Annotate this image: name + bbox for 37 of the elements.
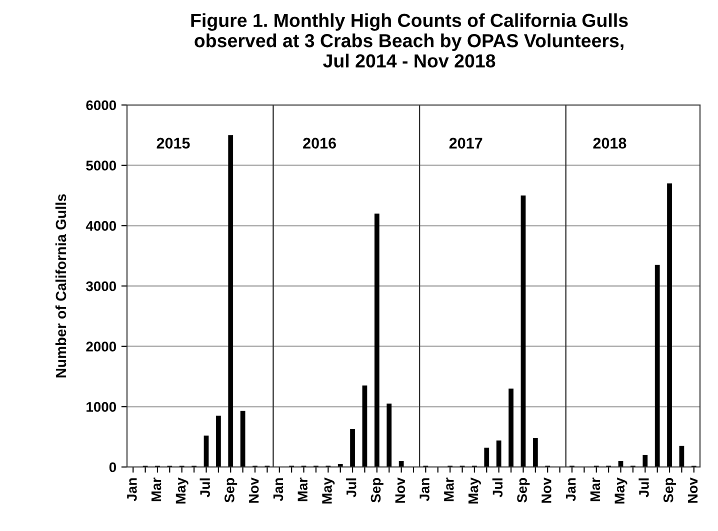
annotation: 2015: [156, 138, 190, 149]
y-tick-label: 0: [109, 462, 116, 472]
x-tick-label: Nov: [249, 477, 259, 503]
x-tick-label: Mar: [590, 478, 600, 502]
x-tick-label: Sep: [517, 478, 530, 502]
x-tick-label: Mar: [444, 478, 454, 502]
x-tick-label: Jan: [127, 478, 137, 502]
text: Figure 1. Monthly High Counts of California Gulls observed at 3 Crabs Beach by OPAS Volunteers, Jul 2014 - Nov 2018: [191, 13, 628, 68]
y-tick-label: 3000: [86, 281, 116, 292]
x-tick-label: May: [614, 477, 628, 504]
x-tick-label: May: [176, 477, 188, 504]
y-tick-label: 1000: [86, 402, 116, 412]
x-tick-label: Sep: [663, 478, 676, 502]
x-tick-label: Mar: [152, 478, 162, 502]
x-tick-label: Jul: [492, 478, 503, 498]
x-tick-label: Mar: [298, 478, 308, 502]
x-tick-label: Nov: [395, 477, 406, 503]
annotation: 2017: [449, 138, 482, 149]
annotation: 2016: [303, 138, 336, 149]
x-tick-label: Jul: [638, 478, 649, 498]
y-tick-label: 4000: [86, 221, 116, 231]
annotation: 2018: [593, 138, 626, 149]
x-tick-label: Jan: [566, 478, 576, 502]
x-tick-label: Jul: [346, 478, 356, 498]
x-tick-label: Sep: [370, 478, 384, 502]
y-tick-label: 6000: [86, 100, 116, 110]
x-tick-label: Jul: [200, 478, 210, 498]
x-tick-label: Nov: [542, 477, 552, 503]
x-tick-label: Jan: [420, 478, 430, 502]
y-tick-label: 5000: [86, 160, 116, 171]
y-tick-label: 2000: [86, 342, 116, 352]
x-tick-label: May: [468, 477, 481, 504]
x-tick-label: Sep: [224, 478, 238, 502]
y-axis-title: Number of California Gulls: [55, 194, 66, 378]
x-tick-label: Nov: [688, 477, 698, 503]
x-tick-label: May: [322, 477, 335, 504]
x-tick-label: Jan: [273, 478, 284, 502]
